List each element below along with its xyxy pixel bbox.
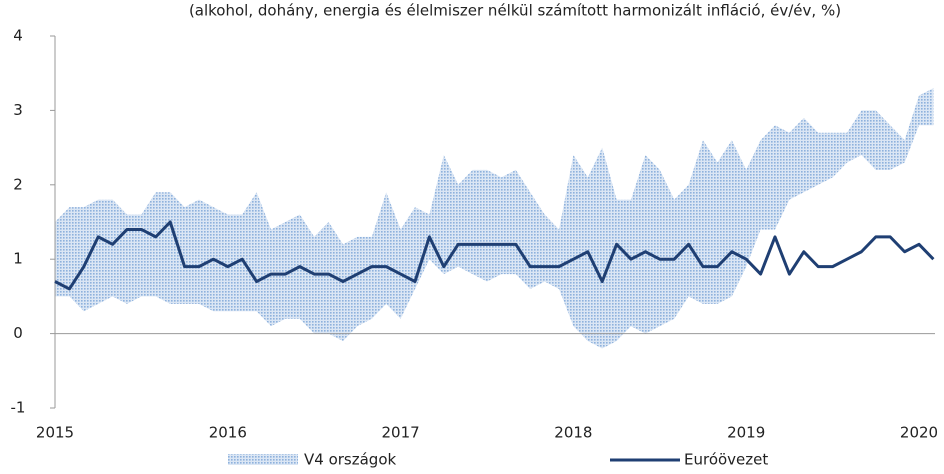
x-tick-label: 2018 (554, 424, 592, 442)
x-tick-label: 2017 (382, 424, 420, 442)
euro-line (54, 220, 935, 291)
y-tick-label: 0 (13, 324, 23, 342)
legend-label: Euróövezet (684, 451, 768, 469)
y-tick-label: 1 (13, 250, 23, 268)
legend-swatch (228, 454, 298, 465)
x-tick-label: 2016 (209, 424, 247, 442)
chart-subtitle: (alkohol, dohány, energia és élelmiszer … (189, 2, 841, 20)
y-tick-label: 4 (13, 27, 23, 45)
v4-band (55, 88, 934, 349)
x-tick-label: 2020 (900, 424, 938, 442)
x-tick-label: 2015 (36, 424, 74, 442)
x-tick-label: 2019 (727, 424, 765, 442)
legend-label: V4 országok (304, 451, 396, 469)
y-tick-label: 3 (13, 101, 23, 119)
y-tick-label: -1 (11, 399, 26, 417)
y-tick-label: 2 (13, 175, 23, 193)
